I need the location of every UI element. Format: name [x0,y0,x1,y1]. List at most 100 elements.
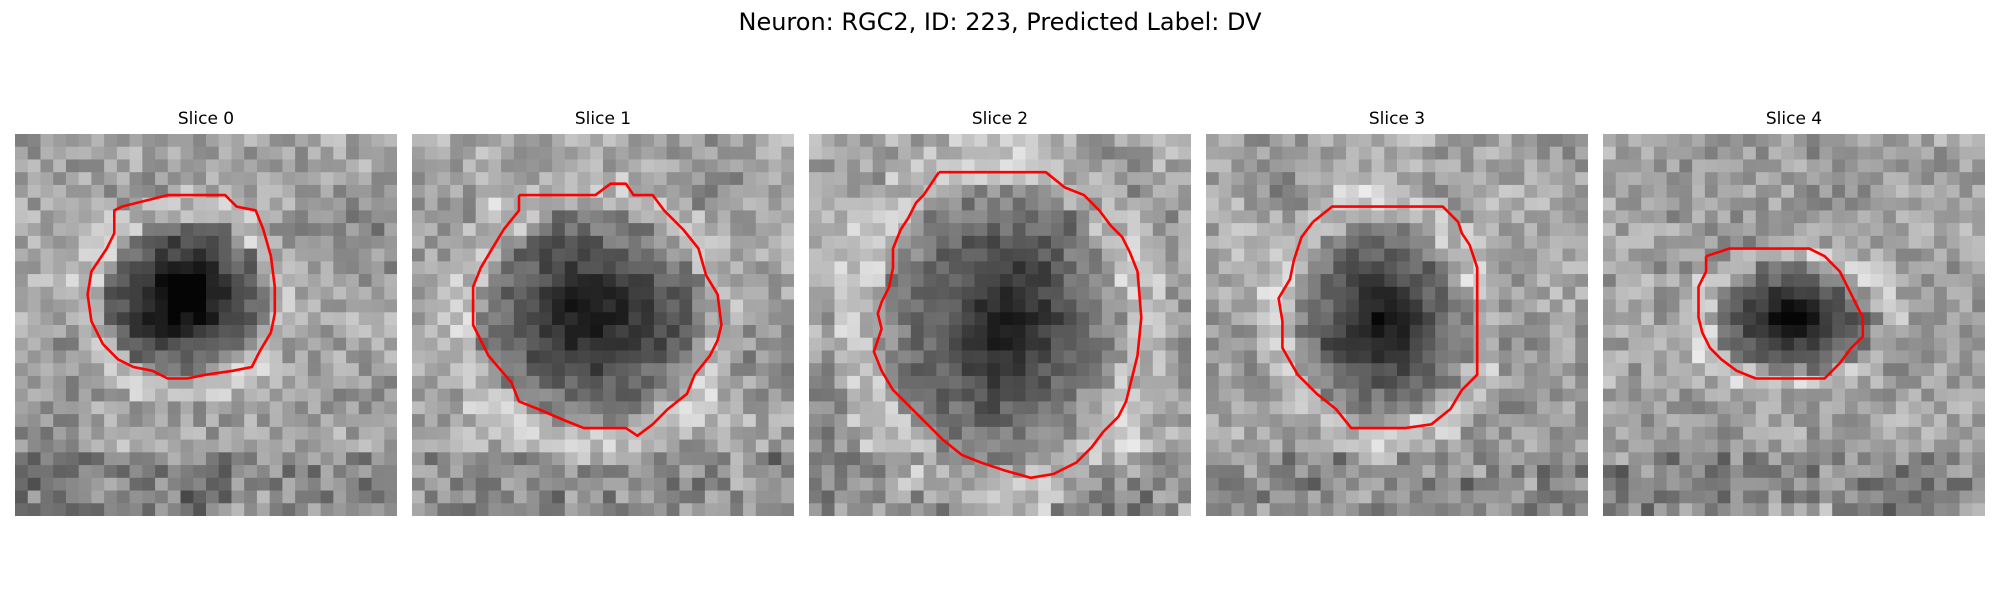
pixel [1717,465,1731,479]
pixel [15,401,29,415]
pixel [116,235,131,250]
pixel [1832,452,1846,466]
pixel [692,350,706,364]
pixel [1422,439,1436,453]
pixel [1473,146,1487,161]
pixel [743,375,757,390]
pixel [949,337,963,352]
pixel [628,337,642,352]
pixel [1409,337,1424,352]
pixel [1603,503,1617,516]
pixel [910,235,925,250]
slice-image-4 [1603,134,1985,516]
pixel [936,350,950,364]
pixel [1524,159,1538,173]
pixel [1549,261,1564,275]
pixel [1000,439,1014,453]
pixel [910,337,925,352]
pixel [743,146,757,161]
pixel [1972,197,1985,211]
pixel [1575,477,1588,492]
pixel [1679,388,1693,402]
pixel [1755,184,1770,199]
pixel [577,210,591,224]
pixel [1959,312,1973,326]
pixel [539,159,553,173]
pixel [1511,223,1525,237]
pixel [1282,184,1296,199]
pixel [641,197,655,211]
pixel [564,210,579,224]
pixel [475,172,489,186]
pixel [603,414,617,428]
pixel [1832,146,1846,161]
pixel [218,363,233,377]
pixel [821,414,836,428]
pixel [180,388,194,402]
pixel [704,210,719,224]
pixel [1844,159,1859,173]
pixel [847,312,861,326]
pixel [333,465,347,479]
pixel [437,426,451,441]
pixel [1794,426,1808,441]
pixel [1653,274,1668,288]
pixel [809,312,823,326]
pixel [1256,503,1271,516]
pixel [949,299,963,313]
pixel [1730,172,1744,186]
pixel [282,452,296,466]
pixel [1666,312,1680,326]
pixel [256,477,271,492]
pixel [1256,477,1271,492]
pixel [1934,274,1948,288]
pixel [53,414,67,428]
pixel [834,248,848,262]
pixel [615,248,630,262]
pixel [603,375,617,390]
pixel [1768,197,1782,211]
pixel [307,375,322,390]
pixel [717,388,731,402]
pixel [590,159,604,173]
pixel [1730,223,1744,237]
pixel [1269,452,1283,466]
pixel [1794,146,1808,161]
pixel [1524,490,1538,504]
pixel [1460,414,1474,428]
pixel [1794,197,1808,211]
pixel [961,184,976,199]
pixel [821,159,836,173]
pixel [615,477,630,492]
pixel [1231,197,1245,211]
pixel [615,312,630,326]
pixel [1603,325,1617,339]
pixel [1295,503,1309,516]
pixel [155,223,169,237]
pixel [1575,159,1588,173]
pixel [1269,248,1283,262]
pixel [358,401,373,415]
pixel [1692,184,1706,199]
pixel [1282,197,1296,211]
pixel [730,375,744,390]
pixel [1152,439,1167,453]
pixel [910,452,925,466]
pixel [1269,414,1283,428]
pixel [91,452,105,466]
pixel [704,452,719,466]
pixel [1666,146,1680,161]
pixel [437,465,451,479]
pixel [231,375,245,390]
pixel [167,363,182,377]
pixel [1127,146,1141,161]
pixel [142,248,156,262]
pixel [961,223,976,237]
pixel [730,248,744,262]
pixel [1256,172,1271,186]
pixel [193,312,207,326]
pixel [898,490,912,504]
pixel [104,401,118,415]
pixel [1218,337,1233,352]
pixel [1895,134,1910,148]
